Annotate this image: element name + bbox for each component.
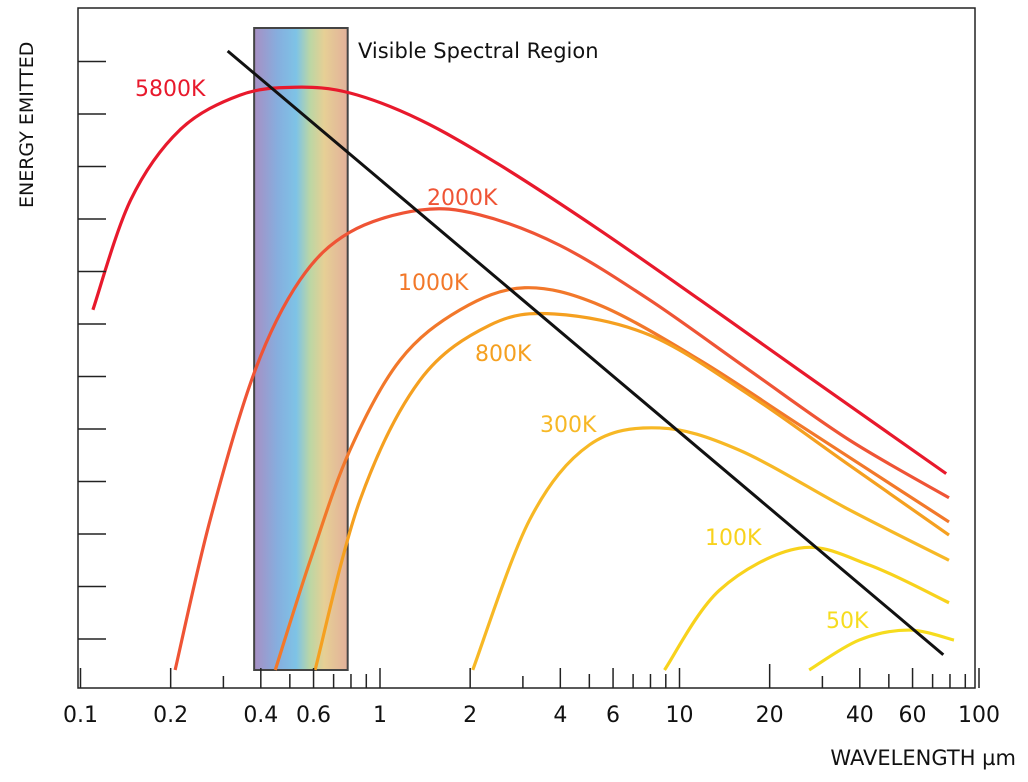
series-line-100K	[663, 545, 950, 671]
series-line-5800K	[91, 85, 948, 475]
y-axis-title: ENERGY EMITTED	[16, 42, 38, 208]
x-tick-label: 1	[373, 703, 387, 728]
series-line-1000K	[273, 286, 950, 671]
x-tick-label: 0.1	[63, 703, 98, 728]
x-axis-title: WAVELENGTH µm	[830, 746, 1016, 770]
x-tick-label: 10	[666, 703, 694, 728]
series-line-800K	[313, 311, 950, 671]
series-label-300K: 300K	[540, 413, 597, 438]
wien-peak-line	[226, 49, 945, 656]
series-label-5800K: 5800K	[135, 77, 206, 102]
series-line-50K	[808, 628, 955, 672]
visible-region-label: Visible Spectral Region	[358, 39, 599, 63]
series-label-1000K: 1000K	[398, 271, 469, 296]
x-tick-label: 6	[606, 703, 620, 728]
x-tick-label: 40	[846, 703, 874, 728]
series-line-2000K	[173, 207, 950, 671]
series-label-800K: 800K	[475, 342, 532, 367]
x-tick-label: 0.4	[243, 703, 278, 728]
x-tick-label: 0.2	[153, 703, 188, 728]
series-label-100K: 100K	[705, 526, 762, 551]
plot-frame	[77, 7, 976, 689]
x-tick-label: 2	[463, 703, 477, 728]
x-tick-label: 0.6	[296, 703, 331, 728]
series-label-50K: 50K	[826, 609, 869, 634]
x-tick-label: 60	[899, 703, 927, 728]
series-label-2000K: 2000K	[427, 186, 498, 211]
series-line-300K	[471, 426, 950, 671]
x-tick-label: 100	[958, 703, 1000, 728]
visible-region-band	[253, 27, 349, 671]
x-tick-label: 20	[756, 703, 784, 728]
x-tick-label: 4	[553, 703, 567, 728]
